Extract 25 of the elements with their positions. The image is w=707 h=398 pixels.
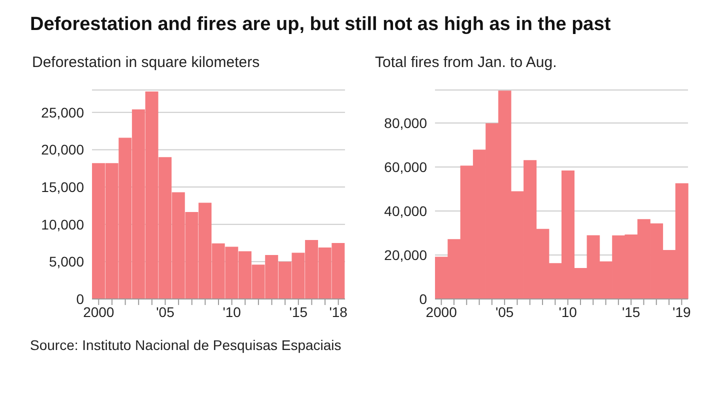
x-tick-label: '05: [495, 304, 514, 320]
y-tick-label: 40,000: [384, 202, 428, 219]
y-tick-label: 0: [419, 290, 428, 307]
x-tick-label: 2000: [83, 304, 114, 320]
y-tick-label: 20,000: [384, 246, 428, 263]
x-tick-label: '18: [329, 304, 348, 320]
chart-subtitle: Deforestation in square kilometers: [32, 54, 261, 73]
x-tick-label: 2000: [426, 304, 458, 320]
x-tick-label: '19: [672, 304, 692, 320]
x-tick-label: '15: [622, 304, 640, 320]
y-tick-label: 25,000: [41, 104, 84, 120]
y-tick-label: 5,000: [48, 254, 84, 270]
x-tick-label: '05: [156, 304, 175, 320]
source-note: Source: Instituto Nacional de Pesquisas Espaciais: [30, 337, 342, 353]
chart-title: Deforestation and fires are up, but still not as high as in the past: [30, 14, 612, 36]
x-tick-label: '15: [289, 304, 308, 320]
y-tick-label: 0: [76, 290, 84, 307]
x-tick-label: '10: [222, 304, 242, 320]
y-tick-label: 10,000: [41, 216, 84, 232]
y-tick-label: 15,000: [41, 179, 84, 196]
y-tick-label: 20,000: [41, 142, 84, 158]
y-tick-label: 60,000: [384, 158, 428, 175]
y-tick-label: 80,000: [384, 114, 428, 131]
chart-subtitle: Total fires from Jan. to Aug.: [375, 54, 558, 73]
x-tick-label: '10: [558, 304, 578, 320]
